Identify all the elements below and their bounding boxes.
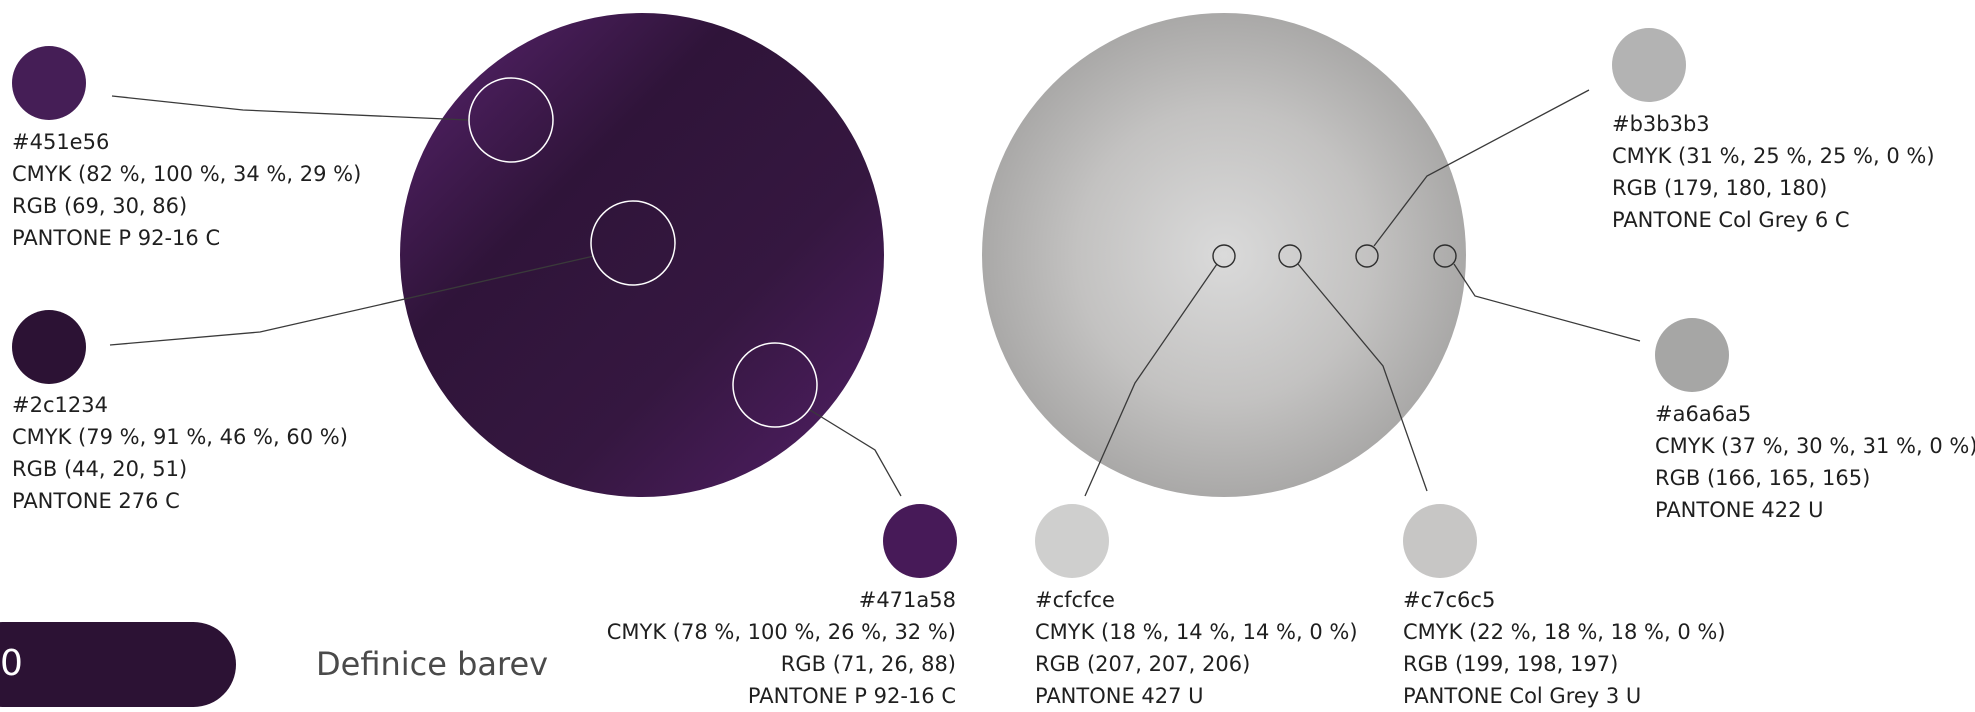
rgb-value: RGB (44, 20, 51) [12,457,188,481]
hex-code: #451e56 [12,130,110,154]
leader-line-cfcfce [1084,263,1218,497]
marker-ring-c7c6c5 [1278,244,1302,268]
swatch-c7c6c5 [1403,504,1477,578]
color-info-cfcfce: #cfcfce CMYK (18 %, 14 %, 14 %, 0 %) RGB… [1035,584,1358,712]
marker-ring-451e56 [468,77,554,163]
rgb-value: RGB (179, 180, 180) [1612,176,1828,200]
hex-code: #c7c6c5 [1403,588,1496,612]
leader-line-2c1234 [109,255,595,346]
pantone-value: PANTONE 276 C [12,489,180,513]
color-info-2c1234: #2c1234 CMYK (79 %, 91 %, 46 %, 60 %) RG… [12,389,348,517]
pantone-value: PANTONE P 92-16 C [12,226,221,250]
marker-ring-cfcfce [1212,244,1236,268]
cmyk-value: CMYK (37 %, 30 %, 31 %, 0 %) [1655,434,1975,458]
leader-line-a6a6a5 [1453,263,1641,342]
swatch-cfcfce [1035,504,1109,578]
leader-line-451e56 [111,95,469,121]
leader-line-471a58 [809,409,902,497]
swatch-b3b3b3 [1612,28,1686,102]
swatch-a6a6a5 [1655,318,1729,392]
rgb-value: RGB (207, 207, 206) [1035,652,1251,676]
marker-ring-b3b3b3 [1355,244,1379,268]
pantone-value: PANTONE 422 U [1655,498,1824,522]
swatch-451e56 [12,46,86,120]
section-number: 0 [0,643,23,684]
color-info-471a58: #471a58 CMYK (78 %, 100 %, 26 %, 32 %) R… [560,584,956,712]
cmyk-value: CMYK (79 %, 91 %, 46 %, 60 %) [12,425,348,449]
marker-ring-a6a6a5 [1433,244,1457,268]
hex-code: #b3b3b3 [1612,112,1710,136]
pantone-value: PANTONE Col Grey 6 C [1612,208,1850,232]
hex-code: #2c1234 [12,393,108,417]
pantone-value: PANTONE Col Grey 3 U [1403,684,1642,708]
grey-gradient-circle [982,13,1466,497]
marker-ring-2c1234 [590,200,676,286]
cmyk-value: CMYK (22 %, 18 %, 18 %, 0 %) [1403,620,1726,644]
cmyk-value: CMYK (31 %, 25 %, 25 %, 0 %) [1612,144,1935,168]
marker-ring-471a58 [732,342,818,428]
swatch-2c1234 [12,310,86,384]
rgb-value: RGB (69, 30, 86) [12,194,188,218]
cmyk-value: CMYK (82 %, 100 %, 34 %, 29 %) [12,162,362,186]
leader-line-c7c6c5 [1297,263,1428,492]
purple-gradient-circle [400,13,884,497]
section-title: Definice barev [316,645,549,683]
hex-code: #471a58 [858,588,956,612]
cmyk-value: CMYK (78 %, 100 %, 26 %, 32 %) [606,620,956,644]
pantone-value: PANTONE P 92-16 C [747,684,956,708]
rgb-value: RGB (166, 165, 165) [1655,466,1871,490]
color-info-b3b3b3: #b3b3b3 CMYK (31 %, 25 %, 25 %, 0 %) RGB… [1612,108,1935,236]
rgb-value: RGB (71, 26, 88) [780,652,956,676]
leader-line-b3b3b3 [1373,89,1590,247]
color-info-451e56: #451e56 CMYK (82 %, 100 %, 34 %, 29 %) R… [12,126,361,254]
section-number-pill [0,622,236,707]
color-info-c7c6c5: #c7c6c5 CMYK (22 %, 18 %, 18 %, 0 %) RGB… [1403,584,1726,712]
hex-code: #cfcfce [1035,588,1115,612]
rgb-value: RGB (199, 198, 197) [1403,652,1619,676]
pantone-value: PANTONE 427 U [1035,684,1204,708]
cmyk-value: CMYK (18 %, 14 %, 14 %, 0 %) [1035,620,1358,644]
swatch-471a58 [883,504,957,578]
color-info-a6a6a5: #a6a6a5 CMYK (37 %, 30 %, 31 %, 0 %) RGB… [1655,398,1975,526]
hex-code: #a6a6a5 [1655,402,1752,426]
